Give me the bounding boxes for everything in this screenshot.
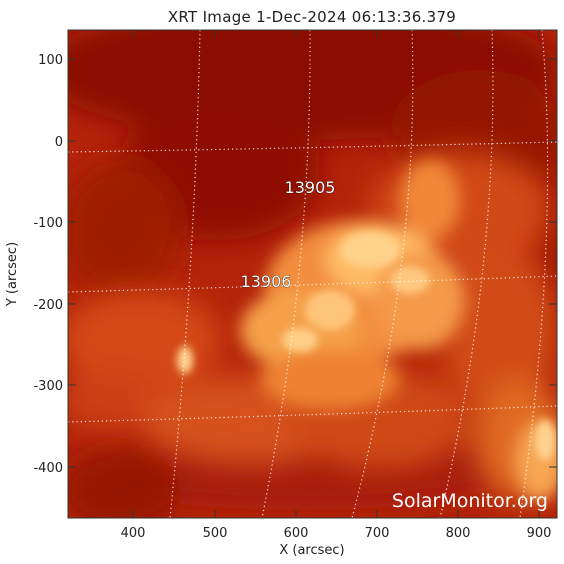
y-tick-label: -100	[33, 216, 63, 231]
y-tick-label: 100	[38, 53, 63, 68]
x-tick-label: 600	[284, 526, 309, 541]
solar-xray-image: 13905 13906 SolarMonitor.org	[68, 30, 557, 518]
coordinate-grid	[68, 30, 557, 518]
x-tick-label: 700	[365, 526, 390, 541]
region-label: 13905	[285, 178, 336, 197]
x-tick-label: 500	[203, 526, 228, 541]
x-axis-label: X (arcsec)	[279, 543, 344, 558]
y-tick-label: -300	[33, 379, 63, 394]
plot-frame	[67, 29, 558, 519]
x-tick-labels: 400 500 600 700 800 900	[121, 526, 552, 541]
y-tick-label: 0	[55, 135, 63, 150]
y-tick-labels: 100 0 -100 -200 -300 -400	[33, 53, 63, 476]
y-tick-label: -400	[33, 461, 63, 476]
y-tick-marks	[68, 58, 557, 468]
figure-title: XRT Image 1-Dec-2024 06:13:36.379	[168, 8, 456, 26]
y-tick-label: -200	[33, 298, 63, 313]
region-label: 13906	[241, 272, 292, 291]
x-tick-marks	[132, 30, 540, 518]
x-tick-label: 900	[527, 526, 552, 541]
watermark: SolarMonitor.org	[392, 490, 548, 512]
y-axis-label: Y (arcsec)	[5, 242, 20, 307]
x-tick-label: 800	[446, 526, 471, 541]
x-tick-label: 400	[121, 526, 146, 541]
